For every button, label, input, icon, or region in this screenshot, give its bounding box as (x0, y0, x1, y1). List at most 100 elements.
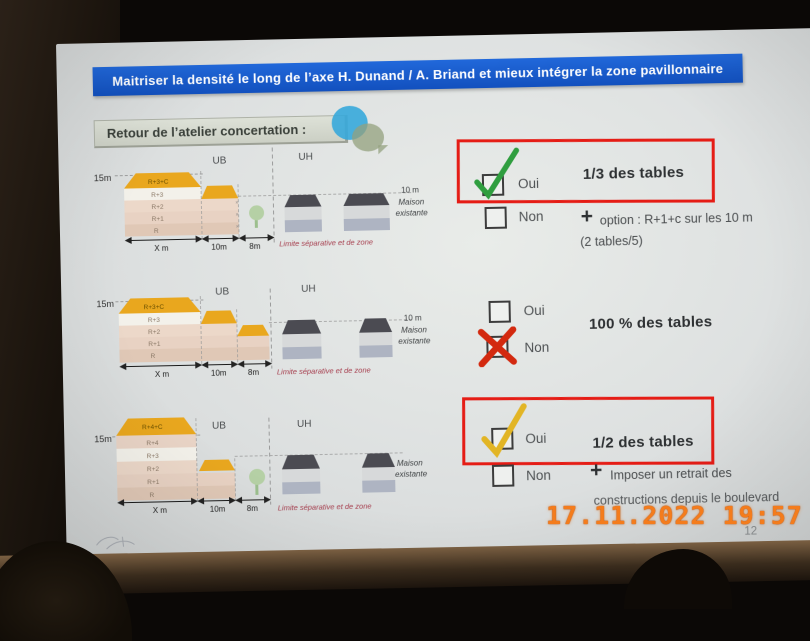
zone-ub-label: UB (212, 155, 226, 166)
svg-text:R: R (149, 492, 154, 499)
svg-text:15m: 15m (94, 434, 112, 444)
camera-timestamp: 17.11.2022 19:57 (546, 501, 803, 530)
band-label: R+2 (151, 204, 164, 211)
svg-text:Limite séparative et de zone: Limite séparative et de zone (278, 501, 372, 512)
roof-cap-main (124, 172, 202, 189)
svg-text:R+3+C: R+3+C (143, 304, 164, 311)
svg-text:10m: 10m (211, 368, 227, 377)
band-r2 (116, 460, 198, 475)
section-label-box: Retour de l’atelier concertation : (93, 114, 349, 149)
svg-text:8m: 8m (247, 504, 259, 513)
svg-text:R+3: R+3 (147, 453, 160, 460)
svg-text:UH: UH (301, 284, 316, 295)
existing-house (343, 193, 390, 232)
roof-cap-step (201, 185, 239, 199)
svg-text:×: × (236, 212, 239, 218)
band-r0 (117, 485, 236, 501)
band-label: R+1 (152, 216, 165, 223)
svg-text:UH: UH (297, 419, 312, 430)
band-r2 (118, 323, 238, 338)
note2-row1: (2 tables/5) (580, 233, 643, 250)
oui-label-row2: Oui (523, 302, 545, 319)
tree-icon (249, 468, 266, 495)
roof-cap-step1 (200, 310, 237, 325)
band-r4 (116, 434, 197, 449)
non-label-row1: Non (518, 208, 544, 225)
svg-text:existante: existante (395, 469, 428, 479)
result-row1: 1/3 des tables (582, 163, 685, 183)
svg-text:existante: existante (396, 208, 429, 218)
measure-arrow (119, 361, 203, 371)
band-r0 (119, 346, 270, 363)
note1-row1: option : R+1+c sur les 10 m (599, 210, 753, 228)
svg-text:R+2: R+2 (147, 466, 160, 473)
measure-arrow (124, 235, 203, 244)
svg-text:UB: UB (215, 286, 229, 297)
measure-arrow (235, 496, 271, 504)
band-r1 (117, 472, 236, 488)
band-r0 (124, 222, 240, 237)
svg-text:Maison: Maison (398, 197, 425, 207)
svg-text:R: R (150, 353, 155, 360)
svg-text:10m: 10m (210, 505, 226, 514)
result-row3: 1/2 des tables (592, 432, 694, 452)
roof-cap-step (198, 459, 235, 472)
svg-text:×: × (235, 200, 238, 206)
measure-arrow (238, 234, 275, 242)
plus-sign-row1: + (580, 204, 594, 229)
roof-cap-main (118, 297, 201, 314)
non-checkbox-row3 (491, 464, 515, 487)
band-r2 (124, 198, 239, 213)
svg-text:X m: X m (153, 506, 168, 515)
width-label: X m (154, 244, 169, 253)
svg-text:X m: X m (155, 370, 170, 379)
slide-title-bar: Maitriser la densité le long de l’axe H.… (92, 53, 743, 97)
non-checkbox-row1 (484, 206, 507, 230)
note1-row3: Imposer un retrait des (610, 465, 732, 483)
zone-boundary-line (271, 147, 275, 243)
band-r3 (124, 186, 202, 201)
band-r1 (119, 334, 270, 350)
svg-text:R+3: R+3 (148, 317, 161, 324)
svg-text:Limite séparative et de zone: Limite séparative et de zone (277, 365, 371, 376)
svg-text:Maison: Maison (397, 458, 424, 468)
organization-logo (96, 536, 135, 550)
measure-arrow (237, 360, 273, 368)
oui-checkbox-row2 (488, 300, 511, 323)
svg-text:Maison: Maison (401, 325, 428, 335)
oui-label-row1: Oui (517, 175, 540, 192)
svg-text:R+4+C: R+4+C (142, 424, 163, 431)
svg-text:existante: existante (398, 336, 431, 346)
svg-text:8m: 8m (248, 368, 260, 377)
svg-text:×: × (236, 224, 239, 230)
result-row2: 100 % des tables (588, 313, 713, 333)
measure-arrow (201, 234, 240, 243)
plus-sign-row3: + (589, 458, 603, 482)
existing-house (282, 319, 322, 360)
existing-house (361, 453, 396, 493)
density-diagram-row2: 15m UB UH R+3+C R+3 R+2 R+1 R 10 m Maiso… (96, 284, 431, 379)
band-r3 (118, 312, 201, 326)
section-label: Retour de l’atelier concertation : (106, 121, 307, 141)
non-label-row3: Non (525, 467, 552, 484)
band-label: R (154, 228, 159, 235)
measure-arrow (117, 497, 199, 507)
svg-text:R+1: R+1 (148, 341, 161, 348)
oui-checkbox-row1 (481, 173, 505, 197)
roof-cap-main (116, 417, 197, 436)
band-label: R+3 (151, 192, 164, 199)
density-diagram-row3: 15m UB UH R+4+C R+4 R+3 R+2 R+1 R (94, 417, 428, 515)
existing-house (281, 454, 321, 495)
band-r3 (116, 447, 197, 462)
oui-checkbox-row3 (491, 427, 514, 450)
non-label-row2: Non (524, 339, 550, 356)
height-label: 15m (94, 173, 112, 183)
width-label: 10m (211, 242, 227, 251)
existing-house (284, 194, 322, 233)
existing-house (359, 318, 393, 358)
band-r1 (124, 210, 239, 225)
zone-uh-label: UH (298, 152, 313, 163)
measure-arrow (201, 360, 239, 369)
oui-label-row3: Oui (525, 430, 547, 447)
density-diagram-row1: 15m UB UH R+3+C R+3 R+2 R+1 R × × × (94, 147, 429, 253)
